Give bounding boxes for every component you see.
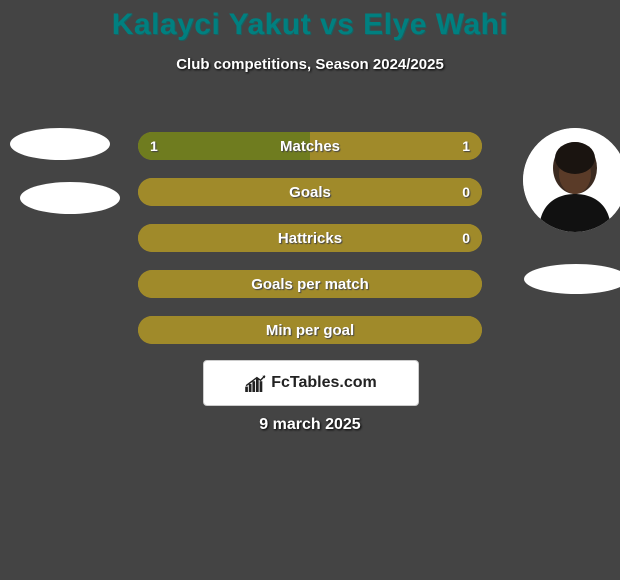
stat-bar: Goals per match <box>138 270 482 298</box>
player-left-avatar-placeholder <box>10 128 110 160</box>
chart-up-icon <box>245 374 267 392</box>
stat-bar: Min per goal <box>138 316 482 344</box>
stat-bar-label: Min per goal <box>138 316 482 344</box>
player-right-avatar <box>523 128 620 232</box>
stat-bar-label: Matches <box>138 132 482 160</box>
stat-bar: Hattricks0 <box>138 224 482 252</box>
comparison-card: Kalayci Yakut vs Elye Wahi Club competit… <box>0 8 620 580</box>
stat-bar: Matches1 1 <box>138 132 482 160</box>
stat-bar-value-right: 1 <box>462 132 470 160</box>
stat-bar-value-left: 1 <box>150 132 158 160</box>
player-left-name-placeholder <box>20 182 120 214</box>
date-text: 9 march 2025 <box>0 416 620 434</box>
stat-bar-value-right: 0 <box>462 224 470 252</box>
stat-bar-label: Hattricks <box>138 224 482 252</box>
page-title: Kalayci Yakut vs Elye Wahi <box>0 8 620 42</box>
player-photo-icon <box>523 128 620 232</box>
brand-box[interactable]: FcTables.com <box>203 360 419 406</box>
brand-text: FcTables.com <box>271 374 377 392</box>
stat-bar-label: Goals <box>138 178 482 206</box>
stat-bar-value-right: 0 <box>462 178 470 206</box>
player-right-name-placeholder <box>524 264 620 294</box>
stat-bars: Matches11Goals0Hattricks0Goals per match… <box>138 132 482 362</box>
subtitle: Club competitions, Season 2024/2025 <box>0 56 620 73</box>
stat-bar-label: Goals per match <box>138 270 482 298</box>
stat-bar: Goals0 <box>138 178 482 206</box>
